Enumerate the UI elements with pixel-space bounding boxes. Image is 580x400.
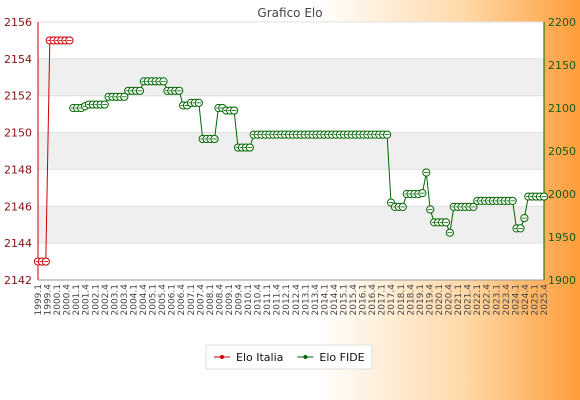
y-left-tick-label: 2142 (4, 274, 32, 287)
x-tick-label: 2005.4 (158, 284, 168, 316)
x-tick-label: 2022.4 (483, 284, 493, 316)
x-tick-label: 2003.4 (120, 284, 130, 316)
y-right-tick-label: 2000 (548, 188, 576, 201)
x-tick-label: 2017.1 (378, 284, 388, 316)
x-tick-label: 2020.1 (435, 284, 445, 316)
x-tick-label: 1999.4 (44, 284, 54, 316)
x-tick-label: 2015.4 (349, 284, 359, 316)
y-right-tick-label: 1950 (548, 231, 576, 244)
x-tick-label: 2023.4 (502, 284, 512, 316)
x-tick-label: 2013.1 (301, 284, 311, 316)
x-tick-label: 2014.4 (330, 284, 340, 316)
x-tick-label: 2004.1 (129, 284, 139, 316)
x-tick-label: 2017.4 (387, 284, 397, 316)
x-tick-label: 2021.1 (454, 284, 464, 316)
legend-marker-elo-italia (220, 355, 224, 359)
x-tick-label: 2025.1 (530, 284, 540, 316)
x-tick-label: 2002.1 (91, 284, 101, 316)
x-tick-label: 2012.4 (292, 284, 302, 316)
x-tick-label: 2006.4 (177, 284, 187, 316)
x-tick-label: 2018.1 (397, 284, 407, 316)
x-tick-label: 2003.1 (110, 284, 120, 316)
x-tick-label: 2011.4 (273, 284, 283, 316)
y-right-tick-label: 2100 (548, 102, 576, 115)
x-tick-label: 2008.1 (206, 284, 216, 316)
y-left-tick-label: 2148 (4, 163, 32, 176)
x-tick-label: 2020.4 (445, 284, 455, 316)
x-tick-label: 2007.1 (187, 284, 197, 316)
x-tick-label: 2002.4 (101, 284, 111, 316)
grid-band (38, 206, 544, 244)
x-tick-label: 2000.4 (63, 284, 73, 316)
x-tick-label: 2016.4 (368, 284, 378, 316)
x-tick-label: 2024.1 (511, 284, 521, 316)
y-left-tick-label: 2146 (4, 200, 32, 213)
grid-band (38, 132, 544, 170)
grid-band (38, 58, 544, 96)
x-tick-label: 2013.4 (311, 284, 321, 316)
y-right-tick-label: 2150 (548, 59, 576, 72)
x-tick-label: 2010.4 (254, 284, 264, 316)
x-tick-label: 2019.4 (425, 284, 435, 316)
x-tick-label: 2022.1 (473, 284, 483, 316)
x-tick-label: 2010.1 (244, 284, 254, 316)
x-tick-label: 2001.4 (82, 284, 92, 316)
x-tick-label: 1999.1 (34, 284, 44, 316)
x-tick-label: 2004.4 (139, 284, 149, 316)
x-tick-label: 2007.4 (196, 284, 206, 316)
legend-label-elo-italia: Elo Italia (236, 351, 283, 364)
x-tick-label: 2006.1 (168, 284, 178, 316)
x-tick-label: 2023.1 (492, 284, 502, 316)
chart-legend: Elo Italia Elo FIDE (205, 344, 373, 370)
x-tick-label: 2000.1 (53, 284, 63, 316)
y-left-tick-label: 2156 (4, 16, 32, 29)
x-tick-label: 2008.4 (215, 284, 225, 316)
x-tick-label: 2019.1 (416, 284, 426, 316)
x-tick-label: 2005.1 (149, 284, 159, 316)
y-left-tick-label: 2154 (4, 53, 32, 66)
x-tick-label: 2001.1 (72, 284, 82, 316)
legend-marker-elo-fide (303, 355, 308, 359)
x-tick-label: 2015.1 (340, 284, 350, 316)
y-right-tick-label: 2050 (548, 145, 576, 158)
y-right-tick-label: 2200 (548, 16, 576, 29)
legend-box (205, 344, 373, 370)
x-tick-label: 2009.1 (225, 284, 235, 316)
x-tick-label: 2024.4 (521, 284, 531, 316)
x-tick-label: 2012.1 (282, 284, 292, 316)
legend-label-elo-fide: Elo FIDE (319, 351, 364, 364)
x-tick-label: 2025.4 (540, 284, 550, 316)
x-tick-label: 2021.4 (464, 284, 474, 316)
x-tick-label: 2016.1 (359, 284, 369, 316)
y-left-tick-label: 2150 (4, 127, 32, 140)
y-left-tick-label: 2144 (4, 237, 32, 250)
x-tick-label: 2014.1 (320, 284, 330, 316)
chart-title: Grafico Elo (257, 6, 322, 20)
y-left-tick-label: 2152 (4, 90, 32, 103)
y-right-tick-label: 1900 (548, 274, 576, 287)
x-tick-label: 2011.1 (263, 284, 273, 316)
x-tick-label: 2018.4 (406, 284, 416, 316)
x-tick-label: 2009.4 (234, 284, 244, 316)
